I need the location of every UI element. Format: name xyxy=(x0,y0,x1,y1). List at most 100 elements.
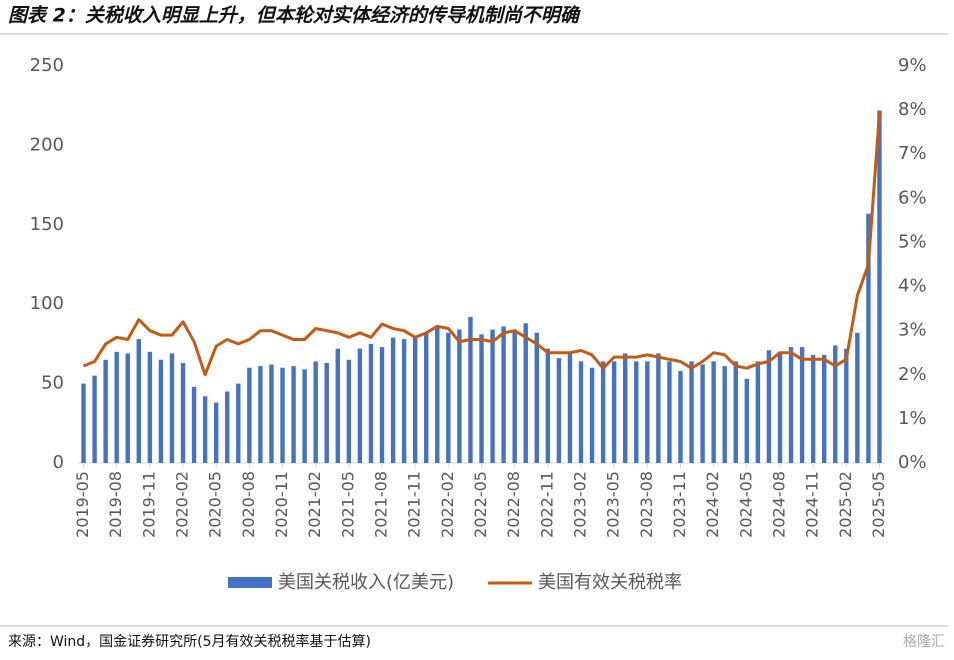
y-tick-label: 150 xyxy=(30,214,64,235)
bar xyxy=(512,329,517,463)
bar xyxy=(368,343,374,463)
bar xyxy=(213,402,219,463)
bar xyxy=(236,383,241,463)
y-tick-label: 250 xyxy=(30,55,64,76)
bar xyxy=(335,348,340,463)
bar xyxy=(844,348,849,463)
x-tick-label: 2022-11 xyxy=(537,471,556,538)
x-tick-label: 2020-11 xyxy=(272,471,291,538)
x-tick-label: 2025-05 xyxy=(869,471,888,538)
bar xyxy=(379,347,385,463)
bar xyxy=(523,323,528,463)
x-tick-label: 2022-02 xyxy=(438,471,457,538)
x-tick-label: 2023-02 xyxy=(570,471,589,538)
bar xyxy=(81,383,86,463)
bar xyxy=(191,386,197,463)
bar xyxy=(589,367,595,463)
bar xyxy=(788,347,794,463)
bar xyxy=(634,361,639,463)
bar xyxy=(136,339,142,463)
bar xyxy=(412,337,418,463)
bar xyxy=(600,361,606,463)
bar xyxy=(280,367,285,463)
x-tick-label: 2024-02 xyxy=(703,471,722,538)
bar xyxy=(225,391,230,463)
bar xyxy=(877,110,882,464)
x-tick-label: 2019-08 xyxy=(106,471,125,538)
bar xyxy=(401,339,407,463)
bar xyxy=(810,355,816,463)
bar xyxy=(611,361,617,463)
bar xyxy=(457,329,462,463)
bar xyxy=(103,359,108,463)
x-tick-label: 2019-05 xyxy=(73,471,92,538)
y-tick-label: 50 xyxy=(41,373,64,394)
bar xyxy=(755,361,761,463)
bar xyxy=(302,369,307,463)
bar xyxy=(821,355,827,463)
y2-tick-label: 5% xyxy=(898,231,927,252)
y2-tick-label: 2% xyxy=(898,364,927,385)
bar xyxy=(556,358,562,463)
y-tick-label: 100 xyxy=(30,293,64,314)
bar xyxy=(733,361,738,463)
chart-title: 图表 2：关税收入明显上升，但本轮对实体经济的传导机制尚不明确 xyxy=(8,5,581,27)
x-tick-label: 2021-08 xyxy=(372,471,391,538)
bar xyxy=(446,332,451,463)
bar xyxy=(291,366,296,463)
line xyxy=(82,112,881,377)
x-tick-label: 2023-11 xyxy=(670,471,689,538)
bar xyxy=(390,337,396,463)
legend-label: 美国关税收入(亿美元) xyxy=(278,572,454,593)
bar xyxy=(667,361,672,463)
bar xyxy=(313,361,318,463)
bar xyxy=(656,353,661,463)
legend-swatch xyxy=(228,577,272,588)
y2-tick-label: 8% xyxy=(898,99,927,120)
x-tick-label: 2020-05 xyxy=(206,471,225,538)
y-tick-label: 0 xyxy=(53,452,64,473)
x-tick-label: 2019-11 xyxy=(139,471,158,538)
bar xyxy=(711,361,716,463)
y-tick-label: 200 xyxy=(30,134,64,155)
bar xyxy=(258,366,263,463)
bar xyxy=(324,362,329,463)
bar xyxy=(490,329,495,463)
bar xyxy=(799,347,805,463)
bar xyxy=(534,332,539,463)
bar xyxy=(125,353,130,463)
x-tick-label: 2021-11 xyxy=(405,471,424,538)
bar xyxy=(623,353,628,463)
bar xyxy=(777,351,783,463)
x-tick-label: 2023-08 xyxy=(637,471,656,538)
bar xyxy=(357,348,363,463)
bar xyxy=(722,366,727,463)
x-tick-label: 2024-05 xyxy=(736,471,755,538)
bar xyxy=(866,213,871,463)
y2-tick-label: 0% xyxy=(898,452,927,473)
x-tick-label: 2022-08 xyxy=(504,471,523,538)
bar xyxy=(645,361,650,463)
x-tick-label: 2021-05 xyxy=(338,471,357,538)
bar xyxy=(202,396,208,463)
legend-label: 美国有效关税税率 xyxy=(538,572,682,593)
bar xyxy=(567,353,573,463)
y2-tick-label: 7% xyxy=(898,143,927,164)
bar xyxy=(578,361,584,463)
bar xyxy=(346,359,352,463)
x-tick-label: 2022-05 xyxy=(471,471,490,538)
x-tick-label: 2024-08 xyxy=(769,471,788,538)
y2-tick-label: 3% xyxy=(898,320,927,341)
bar xyxy=(479,334,484,463)
x-tick-label: 2023-05 xyxy=(604,471,623,538)
bar xyxy=(833,345,838,463)
source: 来源：Wind，国金证券研究所(5月有效关税税率基于估算) xyxy=(8,633,371,650)
bar xyxy=(468,316,473,463)
y2-tick-label: 6% xyxy=(898,187,927,208)
bar xyxy=(545,348,551,463)
bar xyxy=(424,332,429,463)
bar xyxy=(700,364,705,463)
bar xyxy=(92,375,97,463)
bar xyxy=(501,326,506,463)
